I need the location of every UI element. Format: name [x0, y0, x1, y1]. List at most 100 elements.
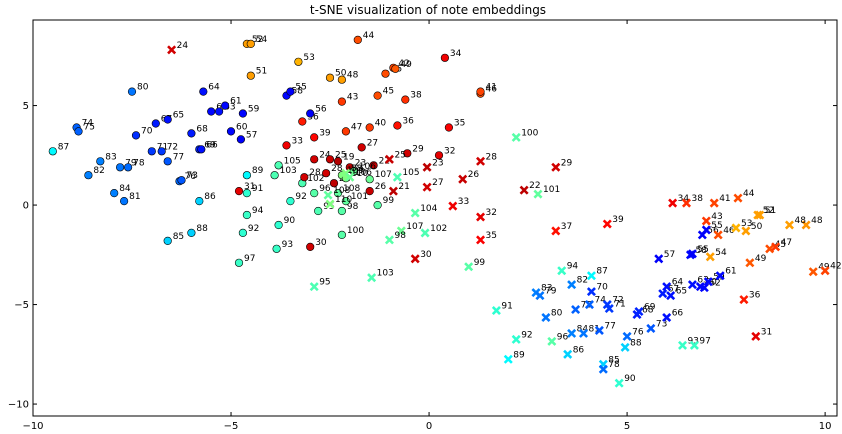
point-label-101: 21	[398, 182, 409, 192]
data-point-circle-40	[234, 258, 244, 267]
data-point-x-163	[715, 271, 725, 281]
x-tick-label-3: 5	[624, 421, 630, 432]
data-point-x-117	[345, 172, 355, 182]
point-label-140: 96	[557, 332, 569, 342]
point-label-111: 99	[474, 258, 486, 268]
point-label-36: 89	[252, 166, 264, 176]
data-point-x-107	[420, 228, 430, 238]
point-label-57: 30	[315, 238, 327, 248]
point-label-9: 78	[133, 158, 145, 168]
data-point-x-94	[167, 45, 177, 55]
data-point-circle-89	[333, 157, 343, 166]
data-point-x-152	[666, 291, 676, 301]
point-label-29: 60	[236, 122, 248, 132]
point-label-40: 97	[244, 254, 255, 264]
data-point-circle-66	[337, 230, 347, 239]
point-label-35: 51	[256, 67, 267, 77]
point-label-5: 83	[105, 152, 116, 162]
data-point-circle-69	[353, 35, 362, 45]
point-label-91: 106	[359, 162, 376, 172]
point-label-45: 105	[284, 156, 301, 166]
point-label-92: 109	[347, 166, 364, 176]
point-label-6: 84	[119, 184, 131, 194]
point-label-165: 55	[711, 221, 722, 231]
data-point-x-181	[739, 295, 749, 305]
point-label-64: 108	[343, 184, 360, 194]
point-label-61: 43	[347, 93, 358, 103]
point-label-79: 38	[410, 91, 422, 101]
data-point-x-100	[392, 172, 402, 182]
data-point-circle-11	[131, 131, 141, 140]
data-point-circle-65	[337, 206, 347, 216]
data-point-x-118	[519, 185, 529, 195]
data-point-circle-4	[84, 171, 93, 180]
point-label-96: 28	[486, 152, 498, 162]
point-label-150: 67	[668, 285, 679, 295]
point-label-44: 33	[292, 136, 303, 146]
data-point-circle-81	[365, 175, 374, 184]
data-point-x-136	[604, 304, 614, 314]
data-point-circle-3	[74, 127, 83, 136]
point-label-72: 22	[379, 156, 390, 166]
point-label-137: 84	[577, 324, 589, 334]
point-label-157: 58	[696, 246, 708, 256]
point-label-183: 49	[818, 263, 830, 273]
data-point-x-153	[662, 312, 672, 323]
data-point-x-170	[741, 226, 751, 236]
point-label-68: 101	[351, 192, 368, 202]
plot-area: 4887747582838479817880707167726577857673…	[48, 31, 842, 388]
data-point-circle-55	[310, 155, 319, 164]
x-tick-label-1: −5	[224, 421, 239, 432]
point-label-30: 59	[248, 105, 260, 115]
point-label-168: 46	[723, 226, 735, 236]
point-label-153: 66	[672, 309, 684, 319]
data-point-circle-43	[294, 57, 303, 66]
data-point-x-97	[384, 154, 394, 164]
data-point-circle-62	[322, 169, 331, 178]
data-point-circle-60	[337, 75, 347, 84]
data-point-circle-88	[325, 155, 335, 164]
data-point-x-112	[367, 273, 377, 283]
data-point-x-132	[541, 312, 551, 323]
data-point-x-0	[801, 220, 811, 230]
point-label-143: 78	[608, 360, 620, 370]
point-label-99: 26	[468, 170, 480, 180]
point-label-56: 96	[319, 184, 331, 194]
point-label-8: 81	[129, 192, 140, 202]
data-point-x-179	[709, 198, 719, 208]
point-label-173: 49	[755, 254, 767, 264]
point-label-113: 95	[319, 278, 330, 288]
point-label-129: 82	[577, 276, 588, 286]
data-point-x-105	[476, 212, 486, 222]
point-label-161: 62	[709, 279, 720, 289]
point-label-176: 48	[795, 216, 807, 226]
point-label-104: 104	[420, 204, 437, 214]
data-point-circle-12	[147, 147, 156, 156]
data-point-x-140	[547, 336, 557, 346]
data-point-circle-51	[272, 244, 281, 253]
point-label-21: 88	[196, 224, 208, 234]
data-point-x-143	[598, 364, 608, 374]
point-label-121: 37	[561, 222, 572, 232]
point-label-180: 44	[743, 189, 755, 199]
point-label-51: 93	[282, 240, 293, 250]
point-label-33: 52	[252, 35, 263, 45]
point-label-125: 89	[513, 350, 525, 360]
data-point-x-127	[535, 291, 545, 301]
data-point-x-171	[753, 210, 763, 220]
data-point-x-146	[620, 342, 630, 352]
point-label-145: 76	[632, 327, 644, 337]
data-point-x-141	[563, 349, 573, 359]
data-point-x-162	[703, 277, 713, 287]
data-point-x-149	[646, 323, 656, 333]
point-label-27: 63	[224, 103, 235, 113]
point-label-171: 52	[763, 206, 774, 216]
point-label-41: 58	[292, 87, 304, 97]
point-label-20: 68	[196, 124, 208, 134]
data-point-circle-34	[246, 39, 255, 49]
data-point-x-184	[820, 266, 830, 276]
data-point-circle-14	[157, 147, 166, 156]
data-point-x-108	[384, 235, 394, 245]
data-point-circle-82	[373, 201, 382, 210]
point-label-7: 79	[125, 158, 137, 168]
